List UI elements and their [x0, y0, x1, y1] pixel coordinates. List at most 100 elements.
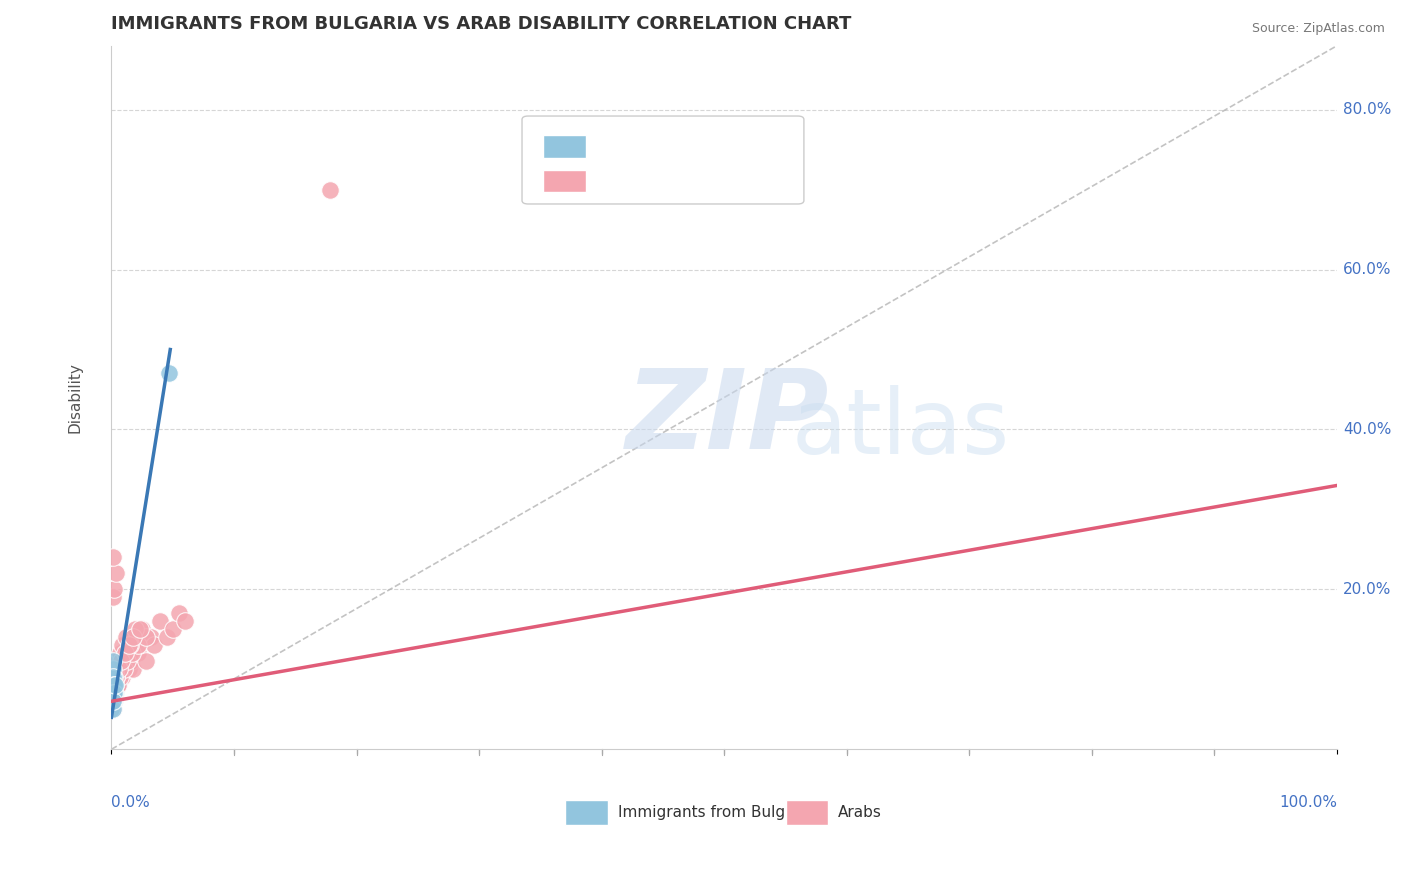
Bar	[786, 800, 828, 825]
Point	[143, 638, 166, 652]
Point	[103, 678, 125, 692]
Point	[111, 638, 134, 652]
Point	[107, 662, 129, 676]
Point	[105, 566, 128, 581]
Point	[101, 694, 124, 708]
Point	[139, 631, 162, 645]
Point	[108, 662, 131, 676]
Point	[131, 623, 153, 637]
Bar	[565, 800, 607, 825]
Text: Immigrants from Bulgaria: Immigrants from Bulgaria	[617, 805, 814, 820]
Point	[318, 183, 340, 197]
Point	[110, 654, 132, 668]
Point	[117, 654, 139, 668]
Point	[101, 678, 124, 692]
Point	[101, 694, 124, 708]
Text: ZIP: ZIP	[626, 365, 830, 472]
Text: IMMIGRANTS FROM BULGARIA VS ARAB DISABILITY CORRELATION CHART: IMMIGRANTS FROM BULGARIA VS ARAB DISABIL…	[111, 15, 852, 33]
Point	[108, 670, 131, 684]
Point	[107, 670, 129, 684]
Point	[103, 686, 125, 700]
Point	[103, 686, 125, 700]
Point	[127, 646, 149, 660]
Point	[121, 646, 143, 660]
Point	[174, 615, 197, 629]
Point	[107, 678, 129, 692]
Point	[155, 631, 177, 645]
Point	[101, 686, 124, 700]
Point	[110, 654, 132, 668]
Text: R = 0.684   N = 22: R = 0.684 N = 22	[598, 139, 755, 153]
Point	[135, 654, 157, 668]
Point	[108, 646, 131, 660]
Point	[101, 550, 124, 565]
Text: 0.0%: 0.0%	[111, 795, 150, 810]
Point	[101, 670, 124, 684]
Point	[101, 694, 124, 708]
Text: 40.0%: 40.0%	[1343, 422, 1392, 437]
Point	[135, 631, 157, 645]
Point	[167, 607, 190, 621]
Point	[101, 694, 124, 708]
Point	[101, 686, 124, 700]
Point	[101, 678, 124, 692]
Point	[101, 591, 124, 605]
Point	[100, 702, 122, 716]
Point	[103, 686, 125, 700]
Point	[101, 702, 124, 716]
Point	[100, 694, 122, 708]
Point	[103, 678, 125, 692]
Bar	[543, 169, 586, 192]
Point	[105, 662, 128, 676]
Point	[117, 646, 139, 660]
Text: 80.0%: 80.0%	[1343, 102, 1392, 117]
Point	[121, 646, 143, 660]
Point	[118, 638, 141, 652]
Point	[127, 638, 149, 652]
Point	[101, 654, 124, 668]
Point	[101, 686, 124, 700]
Point	[105, 670, 128, 684]
Point	[149, 615, 172, 629]
Text: Source: ZipAtlas.com: Source: ZipAtlas.com	[1251, 22, 1385, 36]
Point	[124, 623, 146, 637]
Point	[120, 654, 142, 668]
Text: Disability: Disability	[67, 362, 82, 433]
Text: atlas: atlas	[792, 385, 1010, 473]
Point	[103, 694, 125, 708]
Point	[107, 678, 129, 692]
Text: R = 0.350   N = 65: R = 0.350 N = 65	[598, 173, 754, 188]
Point	[101, 702, 124, 716]
Point	[117, 662, 139, 676]
Bar	[543, 135, 586, 158]
Point	[125, 631, 148, 645]
Point	[104, 678, 127, 692]
Text: 60.0%: 60.0%	[1343, 262, 1392, 277]
Point	[103, 694, 125, 708]
Point	[104, 670, 127, 684]
Point	[104, 662, 127, 676]
FancyBboxPatch shape	[522, 116, 804, 204]
Point	[122, 631, 145, 645]
Point	[118, 638, 141, 652]
Point	[103, 670, 125, 684]
Point	[115, 654, 138, 668]
Point	[103, 686, 125, 700]
Point	[114, 646, 136, 660]
Point	[111, 670, 134, 684]
Point	[114, 646, 136, 660]
Point	[162, 623, 184, 637]
Point	[103, 582, 125, 597]
Point	[101, 694, 124, 708]
Point	[157, 367, 180, 381]
Point	[103, 670, 125, 684]
Point	[105, 670, 128, 684]
Point	[107, 654, 129, 668]
Point	[128, 623, 150, 637]
Text: 100.0%: 100.0%	[1279, 795, 1337, 810]
Text: Arabs: Arabs	[838, 805, 882, 820]
Point	[101, 662, 124, 676]
Point	[104, 678, 127, 692]
Point	[117, 638, 139, 652]
Point	[112, 662, 135, 676]
